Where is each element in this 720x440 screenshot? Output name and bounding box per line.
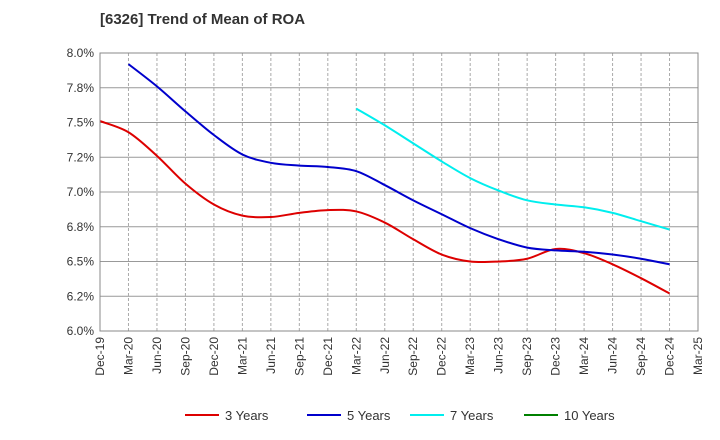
x-tick-label: Sep-23 bbox=[520, 337, 534, 376]
x-tick-label: Jun-24 bbox=[606, 337, 620, 374]
plot-frame bbox=[99, 52, 699, 332]
x-tick-label: Jun-22 bbox=[378, 337, 392, 374]
x-tick-label: Dec-21 bbox=[321, 337, 335, 376]
x-tick-label: Dec-24 bbox=[663, 337, 677, 376]
x-tick-label: Mar-22 bbox=[349, 337, 363, 375]
x-tick-label: Jun-23 bbox=[492, 337, 506, 374]
y-tick-label: 7.5% bbox=[67, 116, 95, 130]
chart-title: [6326] Trend of Mean of ROA bbox=[100, 11, 305, 28]
y-tick-label: 7.2% bbox=[67, 150, 95, 164]
x-tick-label: Dec-23 bbox=[549, 337, 563, 376]
legend-label: 5 Years bbox=[347, 408, 391, 423]
legend-item-7-years: 7 Years bbox=[410, 408, 494, 423]
y-tick-label: 6.8% bbox=[67, 220, 95, 234]
x-tick-label: Mar-20 bbox=[121, 337, 135, 375]
x-tick-label: Dec-19 bbox=[93, 337, 107, 376]
x-tick-label: Dec-20 bbox=[207, 337, 221, 376]
legend-item-10-years: 10 Years bbox=[524, 408, 615, 423]
series-line-7-years bbox=[355, 107, 670, 231]
x-tick-label: Sep-24 bbox=[634, 337, 648, 376]
x-tick-label: Jun-20 bbox=[150, 337, 164, 374]
legend-label: 10 Years bbox=[564, 408, 615, 423]
series-layer bbox=[99, 63, 670, 295]
y-tick-label: 8.0% bbox=[67, 46, 95, 60]
y-axis-ticks: 6.0% 6.2% 6.5% 6.8% 7.0% 7.2% 7.5% 7.8% 8.0% bbox=[67, 46, 95, 338]
x-tick-label: Jun-21 bbox=[264, 337, 278, 374]
y-tick-label: 7.0% bbox=[67, 185, 95, 199]
legend: 3 Years 5 Years 7 Years 10 Years bbox=[185, 408, 615, 423]
x-tick-label: Sep-22 bbox=[406, 337, 420, 376]
x-tick-label: Mar-24 bbox=[577, 337, 591, 375]
legend-item-3-years: 3 Years bbox=[185, 408, 269, 423]
legend-label: 3 Years bbox=[225, 408, 269, 423]
x-tick-label: Mar-25 bbox=[691, 337, 705, 375]
legend-item-5-years: 5 Years bbox=[307, 408, 391, 423]
x-tick-label: Sep-21 bbox=[292, 337, 306, 376]
y-tick-label: 6.5% bbox=[67, 255, 95, 269]
x-tick-label: Dec-22 bbox=[435, 337, 449, 376]
x-axis-ticks: Dec-19 Mar-20 Jun-20 Sep-20 Dec-20 Mar-21 Jun-… bbox=[93, 337, 705, 376]
series-line-5-years bbox=[127, 63, 670, 266]
y-tick-label: 6.0% bbox=[67, 324, 95, 338]
x-tick-label: Sep-20 bbox=[178, 337, 192, 376]
y-tick-label: 6.2% bbox=[67, 289, 95, 303]
y-tick-label: 7.8% bbox=[67, 81, 95, 95]
x-tick-label: Mar-21 bbox=[235, 337, 249, 375]
x-tick-label: Mar-23 bbox=[463, 337, 477, 375]
legend-label: 7 Years bbox=[450, 408, 494, 423]
grid-layer bbox=[99, 52, 699, 332]
